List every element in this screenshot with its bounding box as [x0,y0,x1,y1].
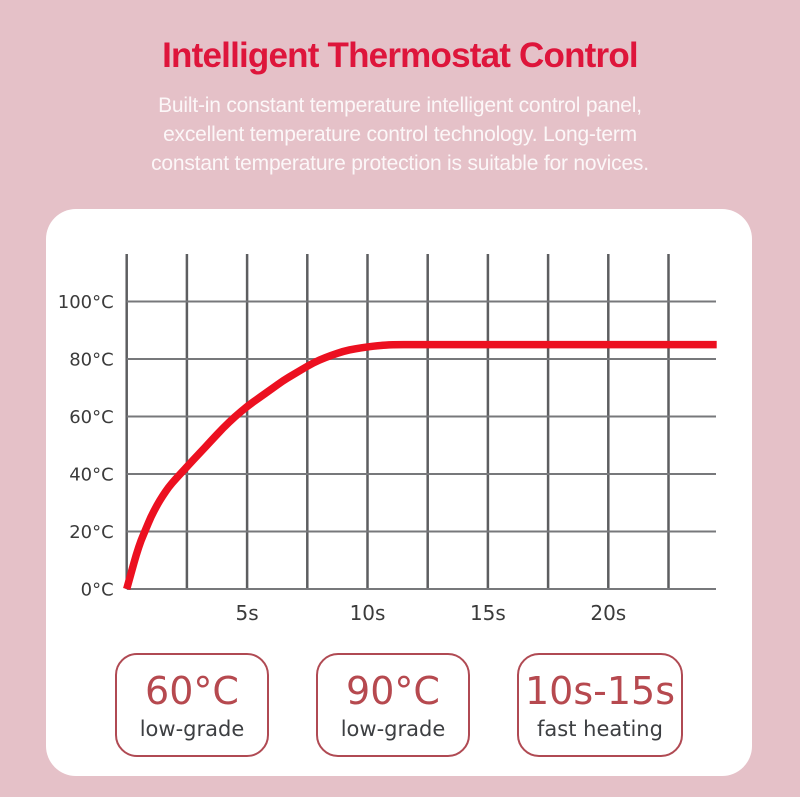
temperature-line-chart: 0°C 20°C 40°C 60°C 80°C 100°C 5s 10s 15s 20s [58,254,717,625]
feature-label: fast heating [537,716,663,741]
y-axis-tick-labels: 0°C 20°C 40°C 60°C 80°C 100°C [58,292,114,601]
feature-value: 60°C [145,668,239,713]
page-title: Intelligent Thermostat Control [162,36,639,75]
feature-value: 90°C [346,668,440,713]
feature-label: low-grade [340,716,446,741]
svg-text:10s: 10s [350,601,386,625]
subtitle-line-1: Built-in constant temperature intelligen… [158,94,642,117]
svg-text:20s: 20s [590,601,626,625]
feature-card-low-grade-60: 60°C low-grade [114,653,269,757]
page-subtitle: Built-in constant temperature intelligen… [0,91,800,178]
x-axis-tick-labels: 5s 10s 15s 20s [236,601,627,625]
svg-text:0°C: 0°C [81,580,114,601]
temperature-curve [123,340,717,591]
grid-vertical-lines [125,254,670,589]
feature-label: low-grade [139,716,245,741]
subtitle-line-2: excellent temperature control technology… [163,123,637,146]
svg-text:80°C: 80°C [69,350,113,371]
feature-card-low-grade-90: 90°C low-grade [315,653,470,757]
grid-horizontal-lines [126,300,716,590]
feature-value: 10s-15s [524,668,675,713]
svg-text:15s: 15s [470,601,506,625]
feature-row: 60°C low-grade 90°C low-grade 10s-15s fa… [46,653,752,757]
svg-text:20°C: 20°C [69,522,113,543]
svg-text:40°C: 40°C [69,465,113,486]
feature-card-fast-heating: 10s-15s fast heating [516,653,683,757]
svg-text:100°C: 100°C [58,292,114,313]
subtitle-line-3: constant temperature protection is suita… [151,152,649,175]
chart-card: 0°C 20°C 40°C 60°C 80°C 100°C 5s 10s 15s 20s 60°C… [46,209,752,776]
svg-text:5s: 5s [236,601,259,625]
svg-text:60°C: 60°C [69,407,113,428]
